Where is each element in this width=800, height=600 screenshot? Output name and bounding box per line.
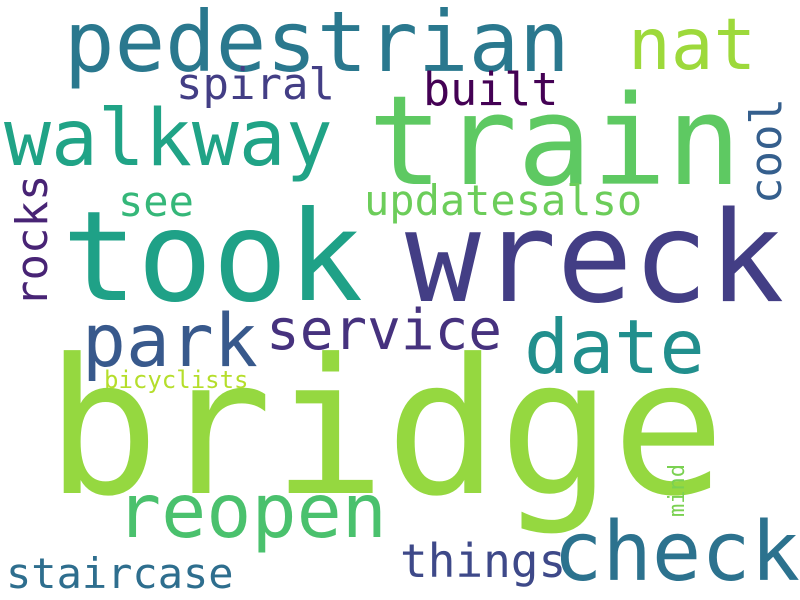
word-bicyclists: bicyclists [104,366,249,394]
word-see: see [118,177,194,226]
word-walkway: walkway [4,94,333,184]
word-reopen: reopen [116,467,387,555]
word-pedestrian: pedestrian [64,0,570,91]
word-mind: mind [665,464,690,517]
word-bridge: bridge [46,319,726,538]
word-built: built [423,63,559,116]
word-updatesalso: updatesalso [364,176,643,225]
word-spiral: spiral [176,59,335,110]
word-service: service [266,298,503,363]
word-took: took [62,185,364,330]
word-rocks: rocks [7,174,58,307]
word-train: train [368,70,742,214]
word-wreck: wreck [405,184,785,331]
word-things: things [400,534,567,588]
word-staircase: staircase [6,549,234,598]
word-cool: cool [741,98,792,204]
word-check: check [553,505,800,600]
word-nat: nat [628,3,757,86]
word-date: date [524,303,705,391]
word-park: park [82,299,258,384]
